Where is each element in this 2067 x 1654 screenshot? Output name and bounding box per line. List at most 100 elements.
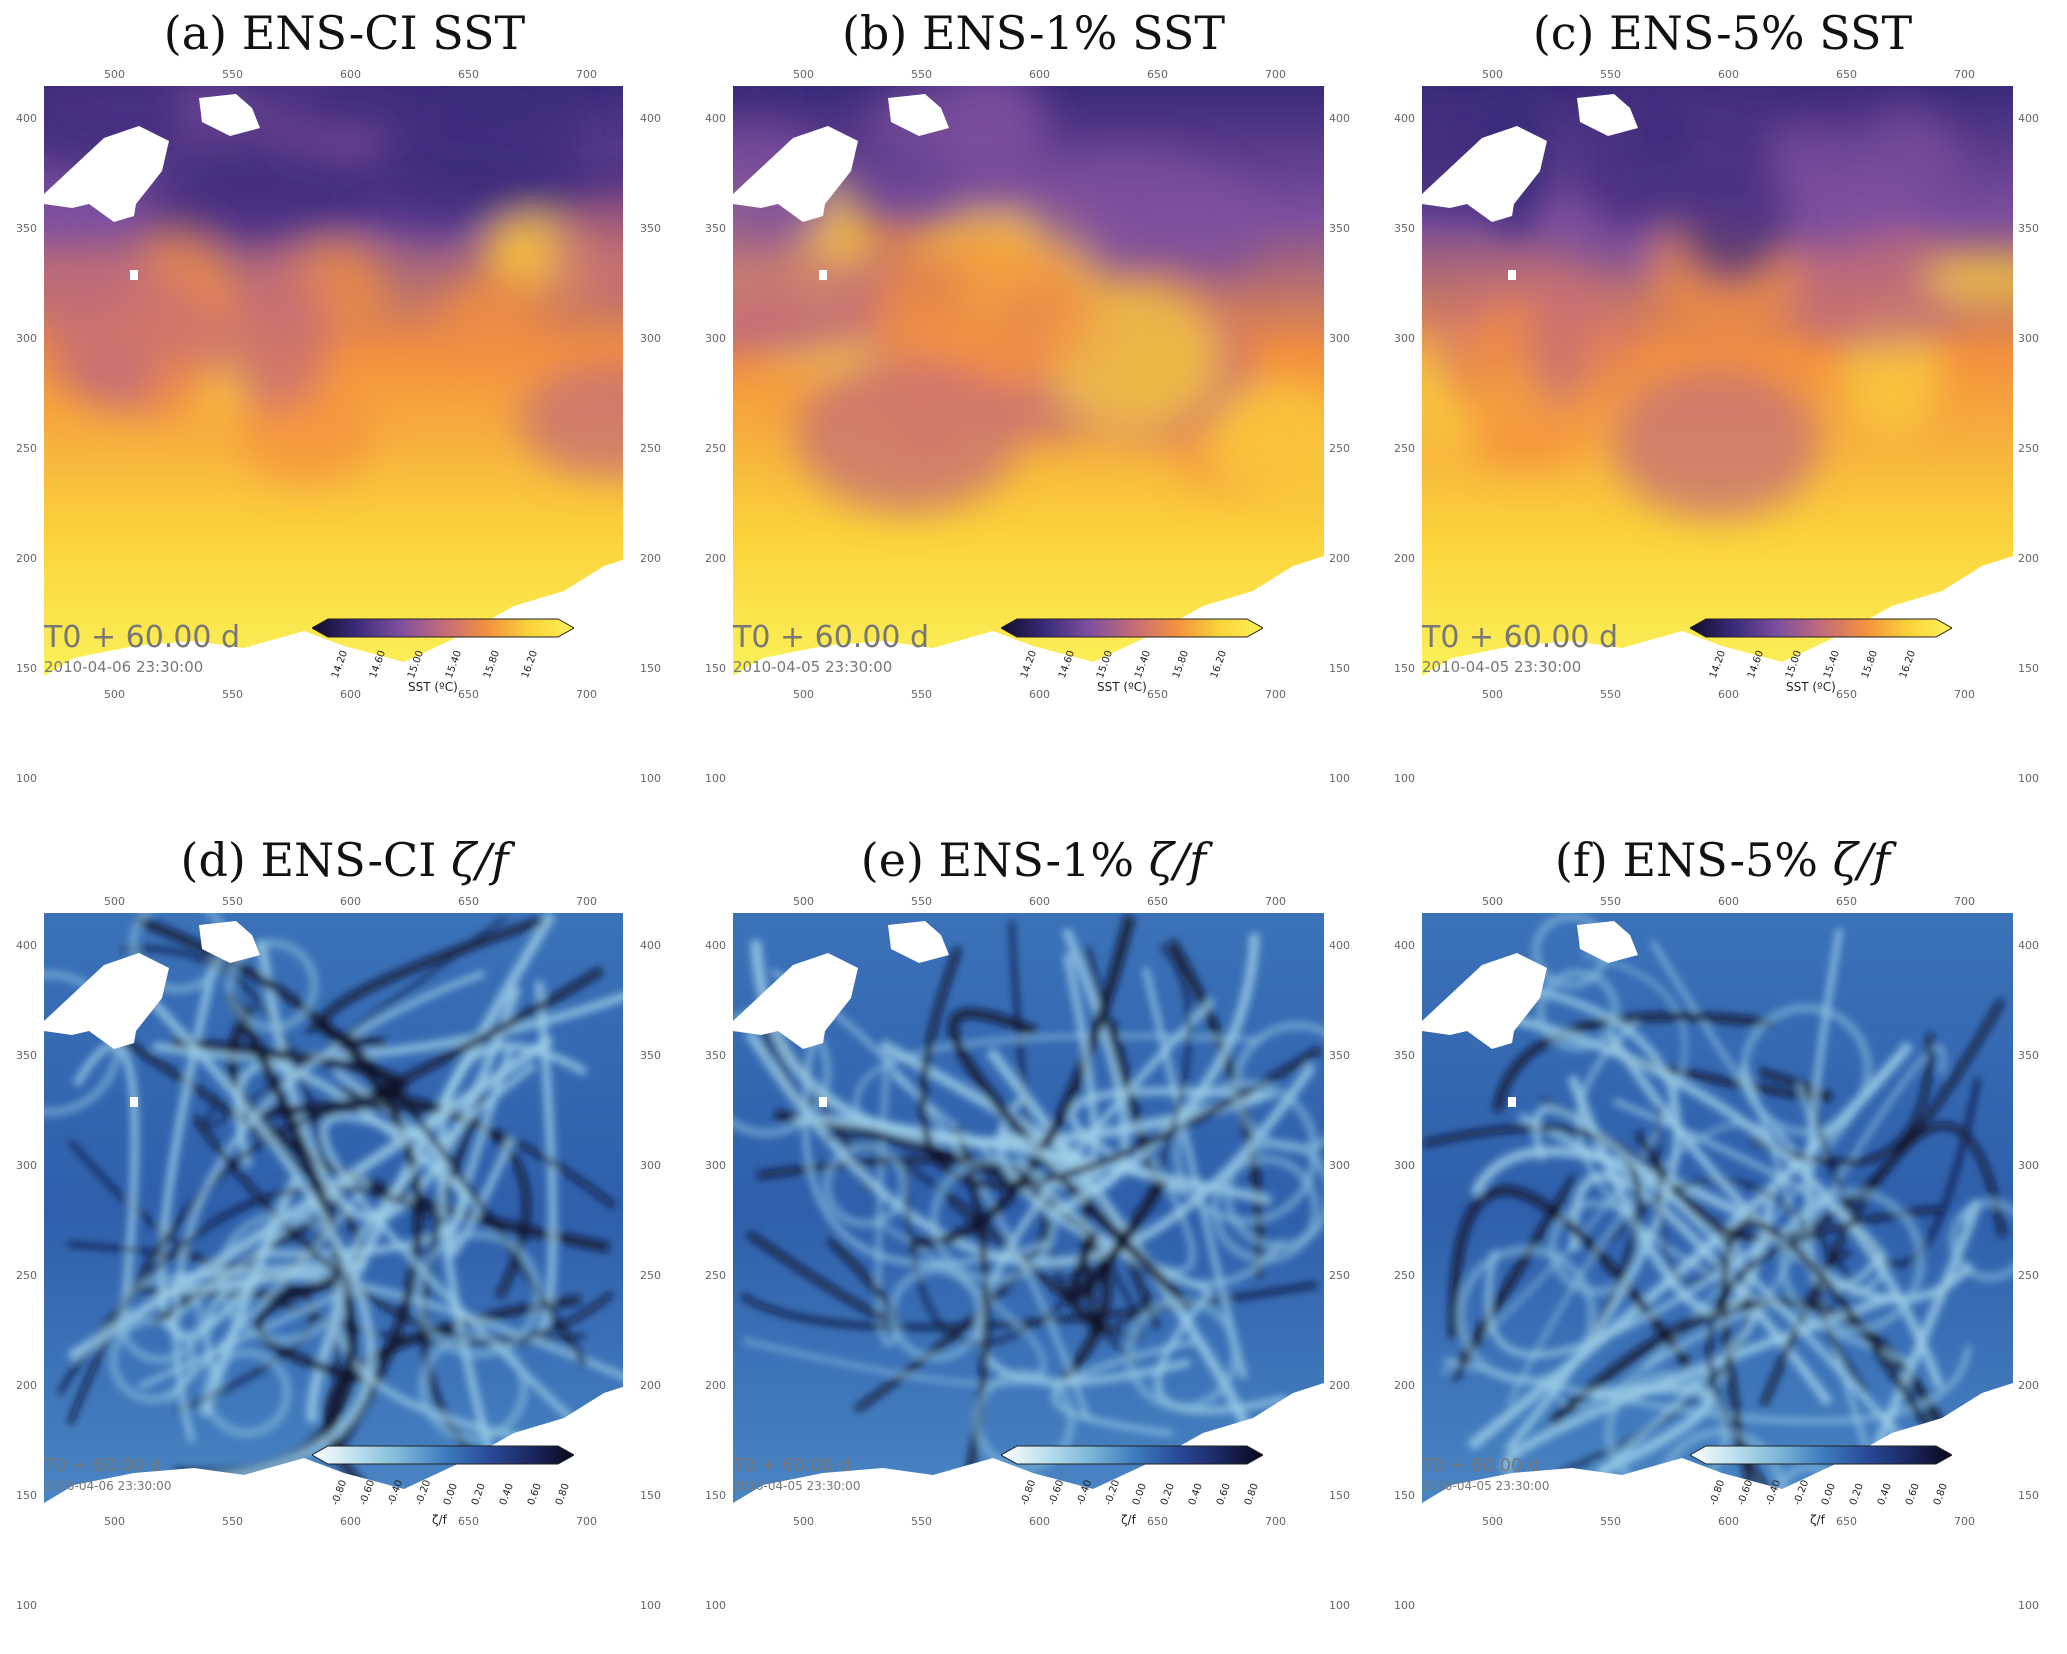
y-tick-label: 150: [1329, 1489, 1350, 1502]
y-tick-label: 350: [2018, 1049, 2039, 1062]
x-tick-label: 700: [1954, 1515, 1975, 1528]
x-tick-label: 550: [911, 895, 932, 908]
panel-title-prefix: (e) ENS-1%: [860, 833, 1135, 887]
x-tick-label: 600: [1718, 895, 1739, 908]
x-tick-label: 650: [1147, 1515, 1168, 1528]
x-tick-label: 700: [576, 68, 597, 81]
y-tick-label: 200: [16, 1379, 37, 1392]
colorbar: [999, 618, 1265, 638]
y-tick-label: 350: [1394, 1049, 1415, 1062]
y-tick-label: 250: [705, 1269, 726, 1282]
x-tick-label: 650: [1836, 895, 1857, 908]
x-tick-label: 500: [104, 68, 125, 81]
date-label: 2010-04-06 23:30:00: [44, 1479, 172, 1493]
y-tick-label: 300: [705, 1159, 726, 1172]
panel-d: (d) ENS-CI ζ/f 500 500 550 550 600 600 650 650 70…: [0, 827, 689, 1654]
y-tick-label: 400: [16, 112, 37, 125]
y-tick-label: 250: [1329, 1269, 1350, 1282]
x-tick-label: 700: [1265, 1515, 1286, 1528]
panel-title: (f) ENS-5% ζ/f: [1378, 833, 2067, 887]
x-tick-label: 650: [458, 68, 479, 81]
y-tick-label: 250: [1394, 1269, 1415, 1282]
x-tick-label: 600: [340, 688, 361, 701]
x-tick-label: 500: [793, 688, 814, 701]
vorticity-field: [1422, 913, 2013, 1509]
y-tick-label: 350: [2018, 222, 2039, 235]
sst-field: [733, 86, 1324, 682]
panel-b: (b) ENS-1% SST 500 500 550 550 600 600 650 650 70…: [689, 0, 1378, 827]
y-tick-label: 350: [705, 222, 726, 235]
x-tick-label: 700: [576, 895, 597, 908]
y-tick-label: 250: [16, 1269, 37, 1282]
y-tick-label: 100: [640, 772, 661, 785]
y-tick-label: 150: [705, 662, 726, 675]
colorbar-label: ζ/f: [432, 1513, 447, 1527]
y-tick-label: 200: [705, 552, 726, 565]
y-tick-label: 400: [640, 939, 661, 952]
x-tick-label: 700: [1265, 895, 1286, 908]
y-tick-label: 300: [1394, 332, 1415, 345]
panel-title-variable: ζ/f: [1832, 833, 1891, 887]
y-tick-label: 100: [640, 1599, 661, 1612]
panel-title: (e) ENS-1% ζ/f: [689, 833, 1378, 887]
x-tick-label: 500: [1482, 688, 1503, 701]
y-tick-label: 200: [2018, 552, 2039, 565]
y-tick-label: 400: [16, 939, 37, 952]
colorbar: [310, 618, 576, 638]
y-tick-label: 400: [1329, 939, 1350, 952]
panel-title-prefix: (f) ENS-5%: [1554, 833, 1818, 887]
x-tick-label: 550: [222, 68, 243, 81]
x-tick-label: 500: [104, 1515, 125, 1528]
panel-title-prefix: (a) ENS-CI: [163, 6, 418, 60]
date-label: 2010-04-06 23:30:00: [44, 658, 204, 676]
time-label: T0 + 60.00 d: [44, 1455, 162, 1476]
y-tick-label: 400: [1394, 939, 1415, 952]
x-tick-label: 600: [1029, 895, 1050, 908]
y-tick-label: 100: [705, 1599, 726, 1612]
y-tick-label: 250: [16, 442, 37, 455]
x-tick-label: 550: [222, 688, 243, 701]
y-tick-label: 300: [640, 332, 661, 345]
x-tick-label: 500: [1482, 1515, 1503, 1528]
x-tick-label: 600: [1029, 68, 1050, 81]
y-tick-label: 200: [705, 1379, 726, 1392]
y-tick-label: 350: [16, 1049, 37, 1062]
x-tick-label: 550: [911, 1515, 932, 1528]
x-tick-label: 700: [1954, 68, 1975, 81]
y-tick-label: 200: [1394, 552, 1415, 565]
panel-title: (d) ENS-CI ζ/f: [0, 833, 689, 887]
y-tick-label: 250: [1329, 442, 1350, 455]
y-tick-label: 350: [16, 222, 37, 235]
x-tick-label: 650: [1147, 688, 1168, 701]
y-tick-label: 100: [705, 772, 726, 785]
x-tick-label: 550: [1600, 895, 1621, 908]
y-tick-label: 200: [1329, 1379, 1350, 1392]
y-tick-label: 400: [705, 939, 726, 952]
panel-e: (e) ENS-1% ζ/f 500 500 550 550 600 600 650 650 70…: [689, 827, 1378, 1654]
x-tick-label: 650: [1147, 68, 1168, 81]
x-tick-label: 550: [222, 1515, 243, 1528]
x-tick-label: 550: [1600, 1515, 1621, 1528]
panel-title-variable: ζ/f: [451, 833, 509, 887]
y-tick-label: 350: [640, 222, 661, 235]
colorbar: [999, 1445, 1265, 1465]
x-tick-label: 650: [1836, 688, 1857, 701]
panel-title: (c) ENS-5% SST: [1378, 6, 2067, 60]
panel-title-prefix: (d) ENS-CI: [180, 833, 437, 887]
y-tick-label: 150: [16, 1489, 37, 1502]
x-tick-label: 650: [458, 688, 479, 701]
x-tick-label: 700: [1265, 688, 1286, 701]
y-tick-label: 200: [640, 1379, 661, 1392]
x-tick-label: 650: [1836, 68, 1857, 81]
y-tick-label: 150: [640, 662, 661, 675]
y-tick-label: 300: [2018, 332, 2039, 345]
y-tick-label: 300: [1329, 332, 1350, 345]
x-tick-label: 700: [1954, 688, 1975, 701]
date-label: 2010-04-05 23:30:00: [1422, 658, 1582, 676]
x-tick-label: 650: [458, 1515, 479, 1528]
y-tick-label: 250: [2018, 442, 2039, 455]
vorticity-field: [44, 913, 635, 1509]
x-tick-label: 550: [1600, 688, 1621, 701]
x-tick-label: 700: [1265, 68, 1286, 81]
x-tick-label: 500: [793, 68, 814, 81]
